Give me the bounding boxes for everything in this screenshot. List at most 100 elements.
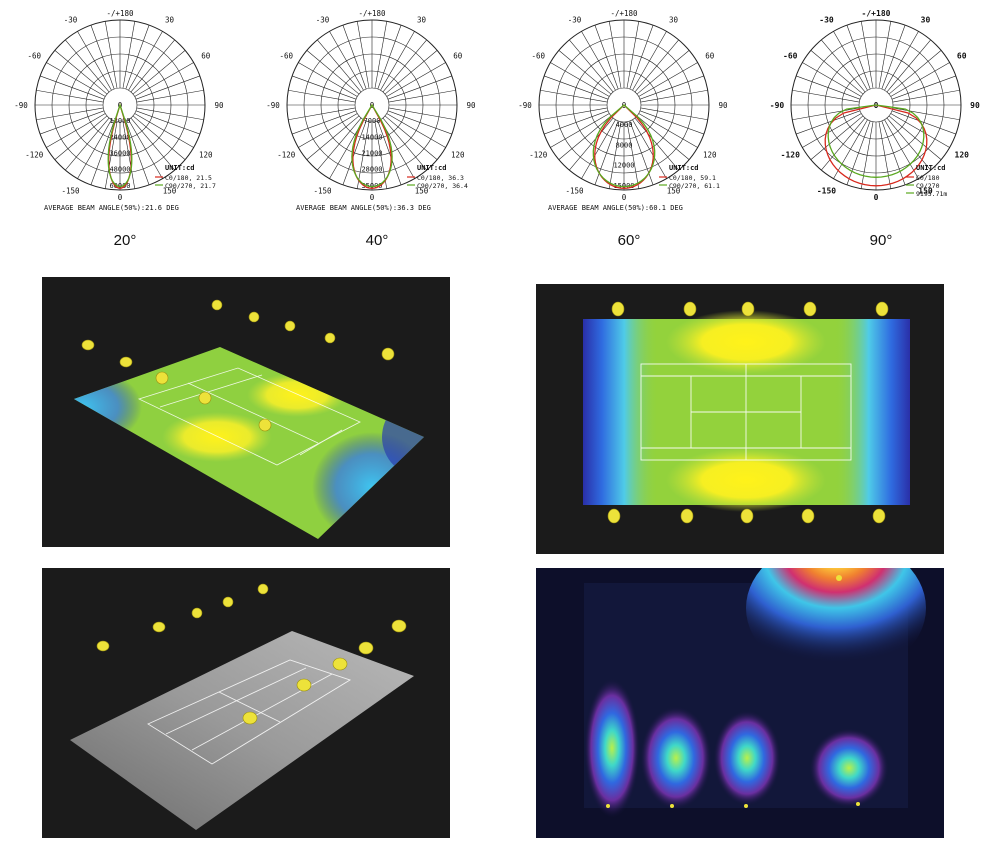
angle-label: 150 [918, 187, 933, 196]
angle-label: -120 [277, 151, 296, 160]
legend-entry: C0/180, 21.5 [165, 174, 212, 182]
polar-diagram-40: -/+180 0 0 -150 150 -120 120 -90 90 -60 60 -30 30 700… [252, 0, 502, 230]
beam-curve-c90 [351, 103, 393, 188]
legend-entry: C90/270, 61.1 [669, 182, 720, 190]
angle-label: 30 [165, 15, 175, 24]
angle-label-top: -/+180 [358, 9, 386, 18]
angle-label: -120 [25, 151, 44, 160]
angle-label: -30 [64, 15, 78, 24]
wall-wash-colormap-render [536, 568, 944, 838]
radial-label: 15000 [613, 182, 634, 190]
beam-caption-90: 90° [869, 232, 893, 249]
angle-label: 120 [955, 151, 970, 160]
radial-label: 7000 [364, 117, 381, 125]
angle-label: -30 [316, 15, 330, 24]
unit-label: UNIT:cd [417, 164, 447, 172]
angle-label: -60 [27, 52, 41, 61]
legend-entry: C0/180 [916, 174, 940, 182]
angle-label: -120 [781, 151, 800, 160]
legend-entry: 9195.71m [916, 190, 947, 198]
beam-curve-c0 [824, 104, 928, 187]
beam-angle-footer: AVERAGE BEAM ANGLE(50%):36.3 DEG [296, 204, 431, 212]
legend-entry: C90/270, 21.7 [165, 182, 216, 190]
angle-label: 60 [705, 52, 715, 61]
angle-label: 120 [451, 151, 465, 160]
angle-label: -150 [313, 187, 332, 196]
angle-label: 60 [957, 52, 967, 61]
angle-label: -30 [819, 15, 834, 24]
angle-label: -150 [61, 187, 80, 196]
unit-label: UNIT:cd [669, 164, 699, 172]
polar-grid [34, 19, 206, 191]
beam-curve-c0 [352, 103, 392, 189]
legend-entry: C90/270, 36.4 [417, 182, 468, 190]
beam-curve-c90 [827, 104, 925, 178]
angle-label: 120 [199, 151, 213, 160]
polar-diagram-90: -/+180 0 0 -150 150 -120 120 -90 90 -60 60 -30 30 UNI… [756, 0, 1000, 230]
polar-grid [538, 19, 710, 191]
beam-caption-60: 60° [617, 232, 641, 249]
angle-label: -30 [568, 15, 582, 24]
angle-label: 30 [669, 15, 679, 24]
radial-label: 12000 [109, 117, 130, 125]
angle-label-bottom: 0 [622, 193, 627, 202]
radial-label: 8000 [616, 141, 633, 149]
angle-label-top: -/+180 [106, 9, 134, 18]
radial-label: 14000 [361, 133, 382, 141]
angle-label-top: -/+180 [610, 9, 638, 18]
radial-label: 28000 [361, 166, 382, 174]
angle-label: 150 [163, 187, 177, 196]
angle-label: -60 [531, 52, 545, 61]
unit-label: UNIT:cd [165, 164, 195, 172]
court-topdown-colormap-render [536, 284, 944, 554]
angle-label: 60 [201, 52, 211, 61]
angle-label: -150 [565, 187, 584, 196]
beam-caption-20: 20° [113, 232, 137, 249]
court-3d-colormap-render [42, 277, 450, 547]
beam-caption-40: 40° [365, 232, 389, 249]
angle-label: 150 [415, 187, 429, 196]
court-3d-grayscale-render [42, 568, 450, 838]
polar-diagram-60: -/+180 0 0 -150 150 -120 120 -90 90 -60 60 -30 30 400… [504, 0, 754, 230]
beam-curve-c90 [592, 104, 656, 188]
angle-label: 90 [214, 101, 224, 110]
radial-label: 60000 [109, 182, 130, 190]
polar-diagram-20: -/+180 0 0 -150 150 -120 120 -90 90 -60 60 -30 30 120… [0, 0, 250, 230]
angle-label: -150 [817, 187, 836, 196]
beam-angle-footer: AVERAGE BEAM ANGLE(50%):21.6 DEG [44, 204, 179, 212]
angle-label: -90 [266, 101, 280, 110]
angle-label: 90 [718, 101, 728, 110]
angle-label-top: -/+180 [862, 9, 891, 18]
angle-label: -90 [518, 101, 532, 110]
radial-label: 35000 [361, 182, 382, 190]
angle-label: 90 [970, 101, 980, 110]
unit-label: UNIT:cd [916, 164, 946, 172]
radial-label: 4000 [616, 121, 633, 129]
angle-label-bottom: 0 [874, 193, 879, 202]
legend-entry: C9/270 [916, 182, 940, 190]
angle-label-bottom: 0 [370, 193, 375, 202]
radial-label: 24000 [109, 133, 130, 141]
beam-angle-footer: AVERAGE BEAM ANGLE(50%):60.1 DEG [548, 204, 683, 212]
angle-label: 60 [453, 52, 463, 61]
angle-label: 120 [703, 151, 717, 160]
angle-label: 150 [667, 187, 681, 196]
radial-label: 48000 [109, 166, 130, 174]
angle-label: 30 [921, 15, 931, 24]
angle-label: -90 [770, 101, 785, 110]
angle-label: -60 [279, 52, 293, 61]
polar-grid [790, 19, 962, 191]
angle-label: 90 [466, 101, 476, 110]
radial-label: 21000 [361, 149, 382, 157]
radial-label: 36000 [109, 149, 130, 157]
beam-curve-c0 [594, 104, 654, 189]
angle-label: -120 [529, 151, 548, 160]
legend-entry: C0/180, 59.1 [669, 174, 716, 182]
angle-label-bottom: 0 [118, 193, 123, 202]
legend-entry: C0/180, 36.3 [417, 174, 464, 182]
radial-label: 12000 [613, 162, 634, 170]
